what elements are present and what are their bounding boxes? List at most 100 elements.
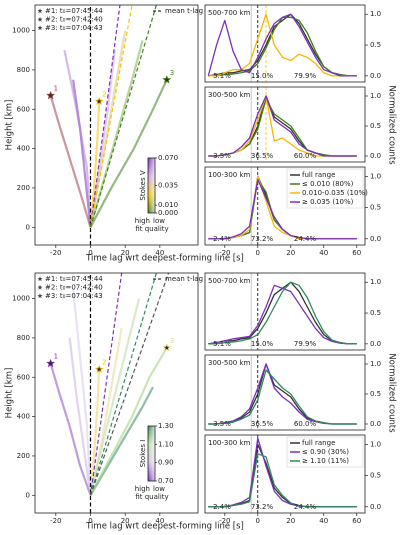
track <box>49 363 92 496</box>
colorbar-fade <box>148 426 155 481</box>
axes-frame <box>204 354 366 431</box>
y-tick-label: 0.0 <box>370 420 381 428</box>
legend-label: full range <box>302 439 335 447</box>
x-tick-label: 20 <box>121 249 130 257</box>
y-tick-label: 1.0 <box>370 92 381 100</box>
share-label: 5.1% <box>213 340 231 348</box>
share-label: 79.9% <box>294 72 317 80</box>
legend-label: 0.010-0.035 (10%) <box>302 189 368 197</box>
colorbar-tick-label: 1.30 <box>158 422 174 430</box>
legend-label: ≥ 0.035 (10%) <box>302 198 354 206</box>
legend-star <box>37 293 43 299</box>
plot-area <box>208 167 357 245</box>
y-tick-label: 0 <box>26 491 30 499</box>
y-tick-label: 1.0 <box>370 10 381 18</box>
track <box>68 337 92 496</box>
histogram-line <box>208 178 357 240</box>
plot-area <box>208 87 357 162</box>
x-tick-label: -20 <box>50 517 61 525</box>
x-axis-label: Time lag wrt deepest-forming line [s] <box>85 522 244 532</box>
histogram-line <box>208 363 357 425</box>
y-tick-label: 1000 <box>12 27 30 35</box>
quality-label: low <box>153 485 165 493</box>
star-label: 2 <box>102 90 106 98</box>
legend-label: #3: t₀=07:04:43 <box>45 292 103 300</box>
colorbar-label: Stokes V <box>139 170 147 200</box>
star-marker <box>162 343 172 352</box>
share-label: 79.9% <box>294 340 317 348</box>
legend-label: ≤ 0.90 (30%) <box>302 448 349 456</box>
x-tick-label: -20 <box>219 517 230 525</box>
y-tick-label: 0.5 <box>370 472 381 480</box>
star-marker <box>46 90 56 100</box>
colorbar-frame <box>147 425 156 482</box>
y-axis-label: Normalized counts <box>387 85 397 165</box>
y-tick-label: 800 <box>17 334 30 342</box>
y-tick-label: 1.0 <box>370 172 381 180</box>
y-tick-label: 0 <box>26 223 30 231</box>
x-tick-label: 60 <box>352 249 361 257</box>
share-label: 36.5% <box>251 152 274 160</box>
plot-area <box>49 273 170 513</box>
star-marker <box>94 364 104 374</box>
y-tick-label: 400 <box>17 145 30 153</box>
star-label: 1 <box>54 84 58 92</box>
track <box>89 79 168 228</box>
legend-label: mean t-lag <box>165 275 203 283</box>
y-tick-label: 0.5 <box>370 122 381 130</box>
y-tick-label: 0.0 <box>370 503 381 511</box>
share-label: 24.4% <box>294 503 317 511</box>
mean-line <box>89 273 123 496</box>
histogram-line <box>208 13 357 77</box>
legend-star <box>37 276 43 282</box>
y-tick-label: 0.5 <box>370 390 381 398</box>
colorbar-tick-label: 0.70 <box>158 477 174 485</box>
star-label: 3 <box>170 337 174 345</box>
share-label: 5.1% <box>213 72 231 80</box>
y-tick-label: 0.5 <box>370 204 381 212</box>
legend-label: #1: t₀=07:45:44 <box>45 7 103 15</box>
legend-label: #2: t₀=07:42:40 <box>45 16 103 24</box>
share-label: 15.0% <box>251 340 274 348</box>
colorbar-fade <box>148 158 155 213</box>
panel-label: 300-500 km <box>208 91 251 99</box>
share-label: 36.5% <box>251 420 274 428</box>
share-label: 73.2% <box>251 235 274 243</box>
y-tick-label: 1.0 <box>370 278 381 286</box>
track <box>89 369 101 496</box>
share-label: 24.4% <box>294 235 317 243</box>
axes-frame <box>204 434 366 514</box>
axes-frame <box>204 86 366 163</box>
track <box>89 101 101 228</box>
share-label: 15.0% <box>251 72 274 80</box>
histogram-line <box>208 453 357 508</box>
x-tick-label: 40 <box>155 517 164 525</box>
y-tick-label: 400 <box>17 413 30 421</box>
share-label: 3.5% <box>213 152 231 160</box>
colorbar-tick-label: 0.000 <box>158 209 178 217</box>
quality-title: fit quality <box>135 493 168 501</box>
track <box>89 298 141 496</box>
y-tick-label: 0.5 <box>370 309 381 317</box>
colorbar-label: Stokes I <box>139 440 147 468</box>
y-tick-label: 0.5 <box>370 41 381 49</box>
x-tick-label: 60 <box>352 517 361 525</box>
plot-area <box>208 355 357 430</box>
plot-area <box>49 5 168 245</box>
star-label: 3 <box>170 69 174 77</box>
histogram-line <box>208 13 357 77</box>
y-tick-label: 200 <box>17 184 30 192</box>
y-tick-label: 600 <box>17 105 30 113</box>
plot-area <box>208 273 357 350</box>
colorbar-tick-label: 0.070 <box>158 154 178 162</box>
x-axis-label: Time lag wrt deepest-forming line [s] <box>85 254 244 264</box>
star-marker <box>162 75 172 84</box>
colorbar-tick-label: 1.10 <box>158 440 174 448</box>
x-tick-label: -20 <box>219 249 230 257</box>
share-label: 2.4% <box>213 503 231 511</box>
quality-label: high <box>135 217 150 225</box>
y-tick-label: 600 <box>17 373 30 381</box>
share-label: 60.0% <box>294 152 317 160</box>
legend-star <box>37 16 43 22</box>
